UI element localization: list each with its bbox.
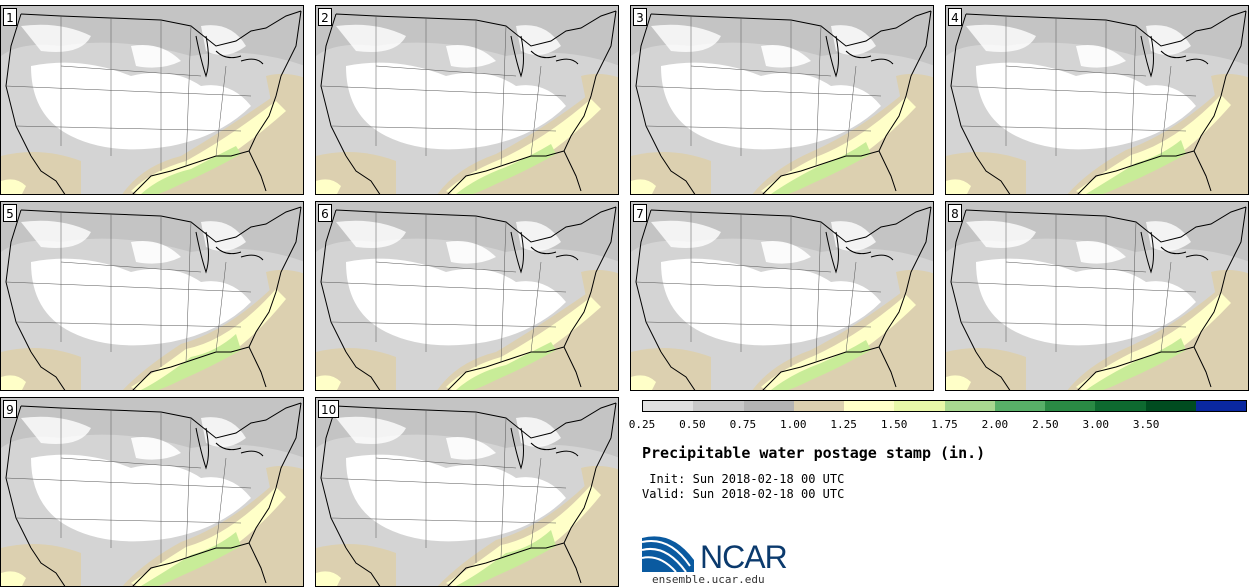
colorbar-tick-label: 1.50 bbox=[880, 418, 908, 431]
colorbar-swatch bbox=[693, 401, 744, 411]
panel-number: 6 bbox=[318, 204, 332, 222]
colorbar-swatch bbox=[1045, 401, 1096, 411]
panel-number: 9 bbox=[3, 400, 17, 418]
colorbar-tick-label: 2.00 bbox=[981, 418, 1009, 431]
map-panel-4[interactable]: 4 bbox=[945, 5, 1249, 195]
map-panel-8[interactable]: 8 bbox=[945, 201, 1249, 391]
valid-time: Valid: Sun 2018-02-18 00 UTC bbox=[642, 487, 844, 501]
map-panel-2[interactable]: 2 bbox=[315, 5, 619, 195]
panel-number: 4 bbox=[948, 8, 962, 26]
map-panel-9[interactable]: 9 bbox=[0, 397, 304, 587]
colorbar bbox=[642, 400, 1247, 412]
colorbar-swatch bbox=[1145, 401, 1196, 411]
valid-label: Valid: bbox=[642, 487, 686, 501]
colorbar-tick-label: 3.50 bbox=[1132, 418, 1160, 431]
panel-number: 10 bbox=[318, 400, 340, 418]
colorbar-tick-label: 1.75 bbox=[931, 418, 958, 431]
ncar-logo-text: NCAR bbox=[700, 539, 788, 575]
colorbar-swatch bbox=[643, 401, 694, 411]
init-label: Init: bbox=[649, 472, 686, 486]
colorbar-swatch bbox=[844, 401, 895, 411]
colorbar-ticks: 0.25 0.50 0.75 1.00 1.25 1.50 1.75 2.00 2.50 3.00… bbox=[629, 418, 1247, 432]
colorbar-tick-label: 2.50 bbox=[1032, 418, 1059, 431]
panel-number: 2 bbox=[318, 8, 332, 26]
colorbar-swatch bbox=[944, 401, 995, 411]
init-time: Init: Sun 2018-02-18 00 UTC bbox=[642, 472, 844, 486]
init-value: Sun 2018-02-18 00 UTC bbox=[692, 472, 845, 486]
colorbar-swatch bbox=[1095, 401, 1146, 411]
map-panel-10[interactable]: 10 bbox=[315, 397, 619, 587]
colorbar-tick-label: 0.50 bbox=[679, 418, 706, 431]
panel-number: 3 bbox=[633, 8, 647, 26]
panel-number: 1 bbox=[3, 8, 17, 26]
map-panel-7[interactable]: 7 bbox=[630, 201, 934, 391]
colorbar-swatch bbox=[793, 401, 844, 411]
map-panel-3[interactable]: 3 bbox=[630, 5, 934, 195]
chart-title: Precipitable water postage stamp (in.) bbox=[642, 444, 986, 462]
colorbar-tick-label: 0.75 bbox=[729, 418, 757, 431]
colorbar-tick-label: 3.00 bbox=[1082, 418, 1110, 431]
ncar-logo-icon bbox=[642, 536, 694, 572]
map-panel-6[interactable]: 6 bbox=[315, 201, 619, 391]
colorbar-swatch bbox=[743, 401, 794, 411]
map-panel-5[interactable]: 5 bbox=[0, 201, 304, 391]
panel-number: 8 bbox=[948, 204, 962, 222]
colorbar-tick-label: 0.25 bbox=[628, 418, 656, 431]
panel-number: 7 bbox=[633, 204, 647, 222]
panel-number: 5 bbox=[3, 204, 17, 222]
colorbar-tick-label: 1.25 bbox=[830, 418, 857, 431]
valid-value: Sun 2018-02-18 00 UTC bbox=[692, 487, 845, 501]
colorbar-swatch bbox=[894, 401, 945, 411]
colorbar-tick-label: 1.00 bbox=[780, 418, 807, 431]
colorbar-swatch bbox=[994, 401, 1045, 411]
colorbar-swatch bbox=[1195, 401, 1246, 411]
site-url[interactable]: ensemble.ucar.edu bbox=[652, 573, 765, 586]
map-panel-1[interactable]: 1 bbox=[0, 5, 304, 195]
